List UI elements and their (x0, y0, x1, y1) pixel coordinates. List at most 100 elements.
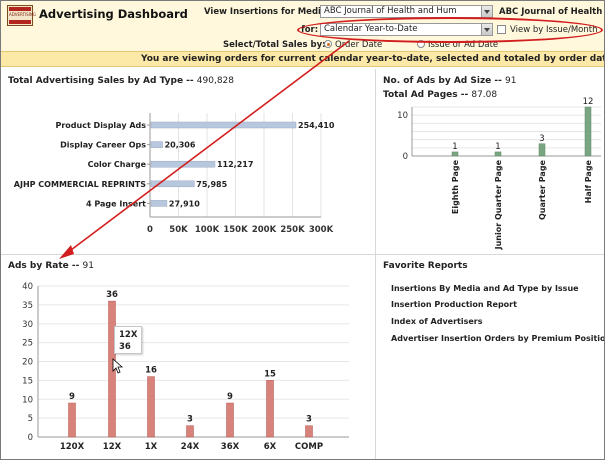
y-tick-label: 0 (403, 152, 408, 162)
x-tick-label: 150K (223, 225, 248, 235)
bar (150, 141, 163, 148)
favorite-reports-title: Favorite Reports (383, 261, 468, 271)
category-label: 12X (103, 442, 122, 452)
category-label: Half Page (584, 159, 593, 203)
favorite-report-link[interactable]: Index of Advertisers (391, 317, 483, 326)
header-bar: ADVERTISING Advertising Dashboard View I… (1, 1, 604, 51)
category-label: 6X (264, 442, 277, 452)
y-tick-label: 10 (397, 111, 408, 121)
x-tick-label: 300K (309, 225, 334, 235)
ads-by-rate-count: 91 (82, 261, 94, 271)
x-tick-label: 200K (252, 225, 277, 235)
y-tick-label: 5 (28, 414, 33, 424)
bar-value-label: 20,306 (165, 141, 196, 150)
y-tick-label: 15 (22, 376, 33, 386)
y-tick-label: 30 (22, 320, 33, 330)
y-tick-label: 0 (28, 433, 33, 443)
sales-total: 490,828 (196, 76, 235, 86)
y-tick-label: 40 (22, 282, 33, 292)
category-label: 1X (145, 442, 158, 452)
annotation-arrow (66, 40, 350, 254)
chart-tooltip: 12X 36 (114, 326, 142, 354)
category-label: Product Display Ads (55, 121, 146, 130)
bar-value-label: 3 (187, 415, 193, 425)
select-total-label: Select/Total Sales by: (223, 40, 326, 50)
y-tick-label: 35 (22, 301, 33, 311)
bar (305, 425, 313, 438)
bar-value-label: 9 (227, 392, 233, 402)
category-label: Quarter Page (538, 159, 547, 220)
y-tick-label: 25 (22, 339, 33, 349)
bar-value-label: 3 (306, 415, 312, 425)
bar-value-label: 15 (264, 369, 276, 379)
bar (150, 200, 168, 207)
order-date-radio[interactable] (324, 40, 332, 48)
status-banner: You are viewing orders for current calen… (1, 51, 604, 67)
favorite-report-link[interactable]: Insertions By Media and Ad Type by Issue (391, 284, 579, 293)
x-tick-label: 100K (195, 225, 220, 235)
bar-value-label: 9 (69, 392, 75, 402)
y-tick-label: 20 (22, 358, 33, 368)
annotation-highlight (297, 17, 603, 43)
bar-value-label: 75,985 (196, 180, 227, 189)
category-label: 4 Page Insert (86, 199, 146, 208)
order-date-label: Order Date (335, 40, 383, 50)
bar-value-label: 12 (583, 97, 594, 107)
category-label: 120X (60, 442, 85, 452)
tooltip-value: 36 (119, 342, 131, 352)
cursor-icon (112, 358, 124, 374)
bar-value-label: 1 (495, 142, 500, 152)
x-tick-label: 250K (280, 225, 305, 235)
bar (226, 402, 234, 438)
category-label: Color Charge (88, 160, 147, 169)
bar (150, 160, 216, 168)
category-label: Eighth Page (451, 159, 460, 214)
favorite-report-link[interactable]: Advertiser Insertion Orders by Premium P… (391, 334, 605, 343)
ad-pages-value: 87.08 (471, 90, 498, 100)
bar (186, 425, 194, 438)
category-label: AJHP COMMERCIAL REPRINTS (14, 180, 146, 189)
y-tick-label: 10 (22, 395, 33, 405)
bar-value-label: 3 (539, 134, 544, 144)
bar (150, 180, 195, 188)
category-label: 36X (221, 442, 240, 452)
ad-size-title: No. of Ads by Ad Size -- 91 (383, 76, 517, 86)
panel-divider (1, 254, 604, 255)
category-label: COMP (295, 442, 323, 452)
ads-by-rate-title: Ads by Rate -- 91 (8, 261, 94, 271)
bar-value-label: 254,410 (298, 121, 335, 130)
category-label: Junior Quarter Page (494, 159, 503, 250)
x-tick-label: 0 (147, 225, 153, 235)
x-tick-label: 50K (169, 225, 188, 235)
page-title: Advertising Dashboard (39, 7, 188, 21)
bar (68, 402, 76, 438)
bar (147, 376, 155, 438)
tooltip-category: 12X (119, 330, 138, 340)
bar (538, 143, 546, 157)
app-logo: ADVERTISING (7, 5, 36, 26)
bar (494, 151, 502, 157)
bar-value-label: 27,910 (169, 199, 200, 208)
bar-value-label: 112,217 (217, 160, 253, 169)
bar (584, 106, 592, 157)
bar (150, 121, 297, 129)
bar-value-label: 36 (106, 290, 118, 300)
bar-value-label: 1 (452, 142, 457, 152)
ad-pages-title: Total Ad Pages -- 87.08 (383, 90, 498, 100)
bar (266, 380, 274, 438)
favorite-report-link[interactable]: Insertion Production Report (391, 300, 517, 309)
issue-date-label: Issue or Ad Date (428, 40, 499, 50)
panel-divider (375, 69, 376, 459)
chevron-down-icon[interactable] (481, 6, 492, 17)
media-trail-text: ABC Journal of Health a (499, 7, 605, 17)
bar-value-label: 16 (145, 366, 157, 376)
category-label: 24X (181, 442, 200, 452)
media-select-value: ABC Journal of Health and Hum (324, 6, 457, 16)
category-label: Display Career Ops (60, 141, 146, 150)
ad-size-count: 91 (505, 76, 517, 86)
bar (451, 151, 459, 157)
arrow-head-icon (59, 245, 74, 259)
media-label: View Insertions for Media: (204, 7, 331, 17)
